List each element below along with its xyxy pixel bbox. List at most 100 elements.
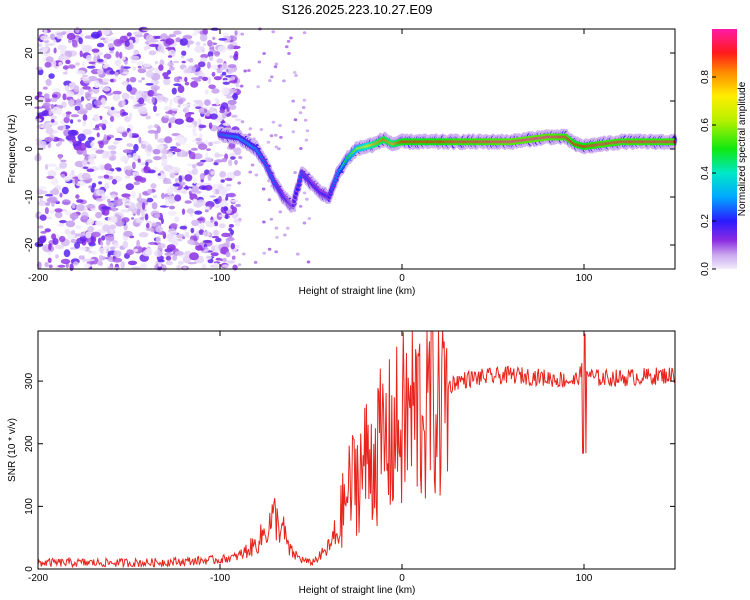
noise-cell [170, 146, 177, 150]
noise-cell [65, 59, 71, 65]
noise-cell [60, 258, 71, 265]
noise-cell [227, 44, 235, 50]
noise-cell [141, 202, 146, 210]
noise-cell [253, 260, 258, 264]
noise-cell [165, 111, 173, 115]
noise-cell [184, 174, 193, 182]
noise-cell [277, 147, 281, 151]
noise-cell [100, 37, 106, 41]
noise-cell [191, 167, 198, 176]
colorbar-label: Normalized spectral amplitude [737, 81, 748, 216]
noise-cell [159, 59, 165, 66]
noise-cell [48, 196, 58, 203]
noise-cell [214, 159, 224, 163]
noise-cell [57, 44, 67, 51]
noise-cell [302, 31, 307, 35]
noise-cell [257, 60, 262, 64]
noise-cell [211, 71, 216, 77]
noise-cell [190, 81, 199, 88]
noise-cell [229, 55, 234, 59]
noise-cell [74, 176, 78, 185]
noise-cell [97, 123, 104, 127]
noise-cell [148, 50, 157, 56]
noise-cell [145, 227, 155, 232]
noise-cell [70, 119, 74, 124]
noise-cell [153, 105, 157, 113]
noise-cell [221, 232, 231, 238]
noise-cell [136, 91, 145, 95]
noise-cell [117, 198, 123, 202]
noise-cell [147, 188, 153, 195]
noise-cell [225, 196, 229, 201]
noise-cell [299, 147, 303, 150]
noise-cell [157, 173, 161, 176]
noise-cell [107, 43, 115, 48]
colorbar: 0.0 0.2 0.4 0.6 0.8 Normalized spectral ampl… [700, 29, 748, 276]
noise-cell [78, 142, 87, 151]
noise-cell [110, 106, 115, 111]
noise-cell [213, 97, 219, 102]
noise-cell [187, 239, 195, 245]
noise-cell [60, 159, 67, 163]
noise-cell [267, 247, 272, 251]
noise-cell [192, 132, 198, 137]
noise-cell [54, 208, 63, 213]
noise-cell [97, 260, 103, 266]
noise-cell [143, 63, 152, 68]
noise-cell [73, 85, 80, 93]
noise-cell [48, 264, 53, 269]
colorbar-tick-label: 0.4 [700, 166, 711, 180]
noise-cell [177, 238, 183, 242]
noise-cell [88, 185, 92, 189]
noise-cell [91, 231, 101, 238]
noise-cell [75, 70, 86, 75]
noise-cell [102, 87, 111, 92]
noise-cell [139, 264, 146, 269]
noise-cell [109, 51, 114, 54]
noise-cell [66, 91, 75, 97]
noise-cell [112, 90, 122, 95]
noise-cell [55, 254, 59, 259]
noise-cell [152, 148, 161, 155]
noise-cell [227, 88, 238, 94]
noise-cell [82, 247, 87, 251]
snr-y-label: SNR (10 * v/v) [7, 418, 18, 482]
noise-cell [106, 170, 114, 175]
noise-cell [43, 40, 50, 43]
noise-cell [167, 210, 177, 216]
noise-cell [122, 149, 133, 154]
noise-cell [116, 126, 126, 133]
noise-cell [197, 61, 206, 68]
noise-cell [202, 239, 213, 244]
noise-cell [162, 181, 173, 185]
noise-cell [201, 186, 206, 190]
noise-cell [92, 116, 101, 122]
noise-cell [36, 186, 47, 190]
noise-cell [44, 228, 51, 233]
noise-cell [235, 84, 240, 88]
noise-cell [170, 223, 178, 229]
noise-cell [76, 237, 86, 244]
noise-cell [233, 53, 239, 61]
noise-cell [212, 36, 216, 40]
noise-cell [77, 110, 87, 115]
noise-cell [185, 117, 194, 123]
noise-cell [153, 156, 162, 161]
noise-cell [269, 134, 274, 138]
noise-cell [45, 127, 54, 135]
y-tick-label: -20 [24, 237, 35, 252]
noise-cell [212, 140, 221, 145]
noise-cell [226, 95, 233, 99]
noise-cell [86, 204, 96, 209]
noise-cell [56, 223, 64, 227]
noise-cell [87, 226, 95, 233]
noise-cell [186, 124, 195, 128]
noise-cell [95, 198, 103, 202]
noise-cell [158, 261, 162, 267]
noise-cell [193, 153, 203, 160]
noise-cell [139, 177, 147, 183]
noise-cell [77, 133, 86, 142]
noise-cell [145, 161, 149, 167]
noise-cell [232, 264, 238, 271]
noise-cell [91, 147, 98, 151]
